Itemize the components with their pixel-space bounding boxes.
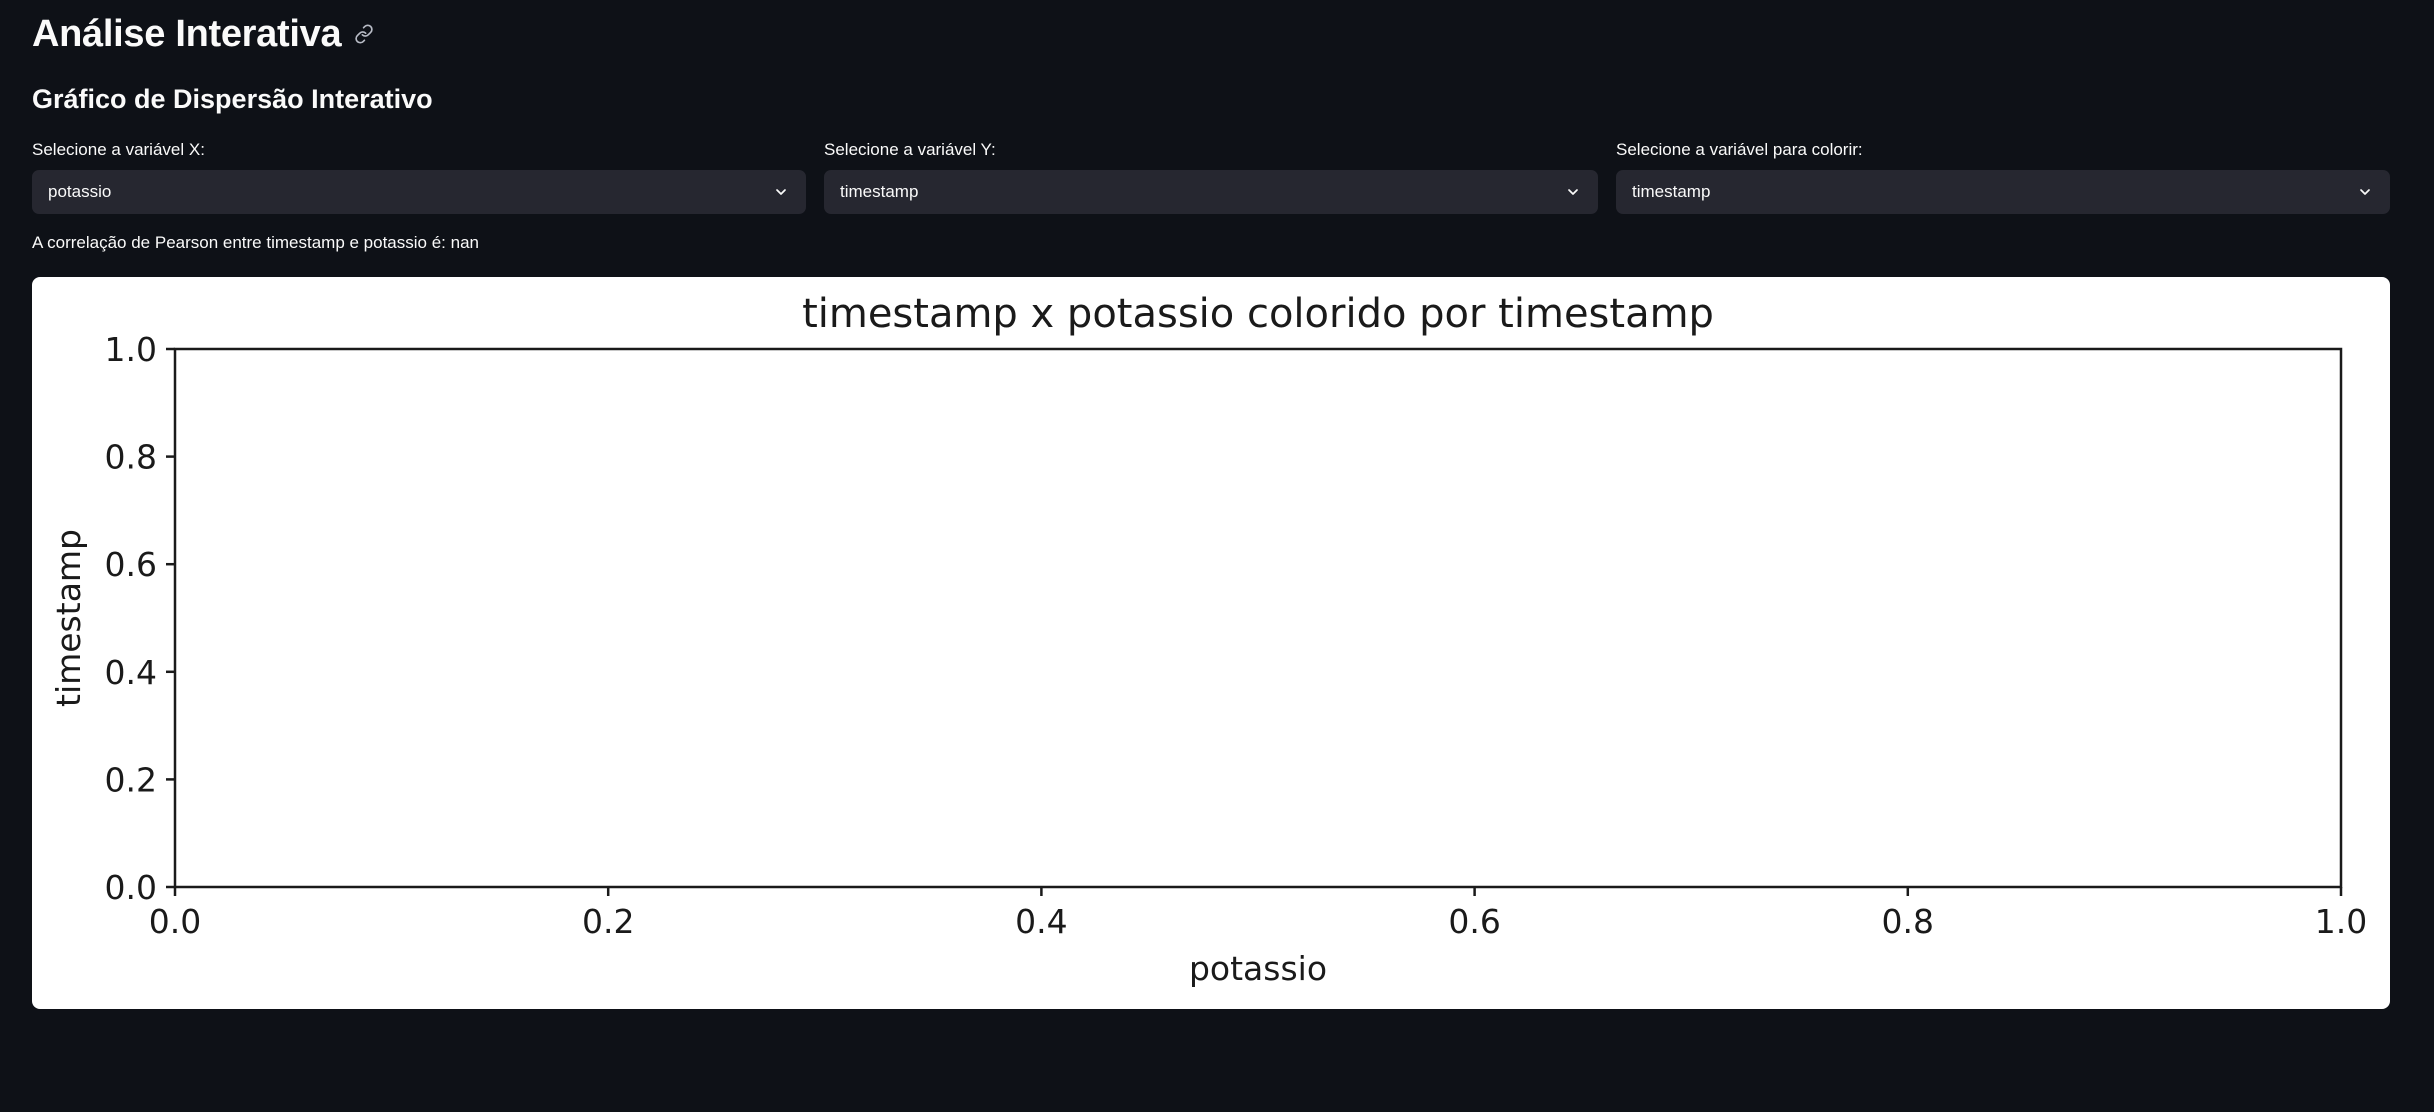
chevron-down-icon xyxy=(772,183,790,201)
select-x-label: Selecione a variável X: xyxy=(32,140,205,159)
select-y-group: Selecione a variável Y: timestamp xyxy=(824,138,1598,214)
chevron-down-icon xyxy=(1564,183,1582,201)
select-color-label: Selecione a variável para colorir: xyxy=(1616,140,1863,159)
select-y-dropdown[interactable]: timestamp xyxy=(824,170,1598,214)
select-x-value: potassio xyxy=(48,182,112,201)
select-color-value: timestamp xyxy=(1632,182,1711,201)
x-tick-label: 0.0 xyxy=(149,902,201,941)
title-row: Análise Interativa xyxy=(32,8,375,60)
x-tick-label: 1.0 xyxy=(2315,902,2367,941)
x-axis-label: potassio xyxy=(1189,949,1327,988)
select-y-label: Selecione a variável Y: xyxy=(824,140,996,159)
x-tick-label: 0.4 xyxy=(1015,902,1067,941)
section-subheader: Gráfico de Dispersão Interativo xyxy=(32,84,433,114)
y-axis: 0.0 0.2 0.4 0.6 0.8 1.0 xyxy=(105,330,175,907)
chevron-down-icon xyxy=(2356,183,2374,201)
select-y-value: timestamp xyxy=(840,182,919,201)
select-x-group: Selecione a variável X: potassio xyxy=(32,138,806,214)
x-axis: 0.0 0.2 0.4 0.6 0.8 1.0 xyxy=(149,887,2367,941)
y-tick-label: 0.4 xyxy=(105,653,157,692)
y-tick-label: 1.0 xyxy=(105,330,157,369)
y-tick-label: 0.6 xyxy=(105,545,157,584)
y-tick-label: 0.2 xyxy=(105,760,157,799)
chart-svg: timestamp x potassio colorido por timest… xyxy=(49,291,2367,988)
x-tick-label: 0.6 xyxy=(1448,902,1500,941)
x-tick-label: 0.8 xyxy=(1882,902,1934,941)
y-tick-label: 0.0 xyxy=(105,868,157,907)
select-color-dropdown[interactable]: timestamp xyxy=(1616,170,2390,214)
x-tick-label: 0.2 xyxy=(582,902,634,941)
link-icon[interactable] xyxy=(353,23,375,45)
select-x-dropdown[interactable]: potassio xyxy=(32,170,806,214)
y-axis-label: timestamp xyxy=(49,529,88,707)
chart-title: timestamp x potassio colorido por timest… xyxy=(802,291,1714,337)
page-title: Análise Interativa xyxy=(32,12,342,55)
plot-frame xyxy=(173,347,2343,889)
select-color-group: Selecione a variável para colorir: times… xyxy=(1616,138,2390,214)
y-tick-label: 0.8 xyxy=(105,438,157,477)
correlation-text: A correlação de Pearson entre timestamp … xyxy=(32,233,479,252)
scatter-chart: timestamp x potassio colorido por timest… xyxy=(32,277,2390,1009)
